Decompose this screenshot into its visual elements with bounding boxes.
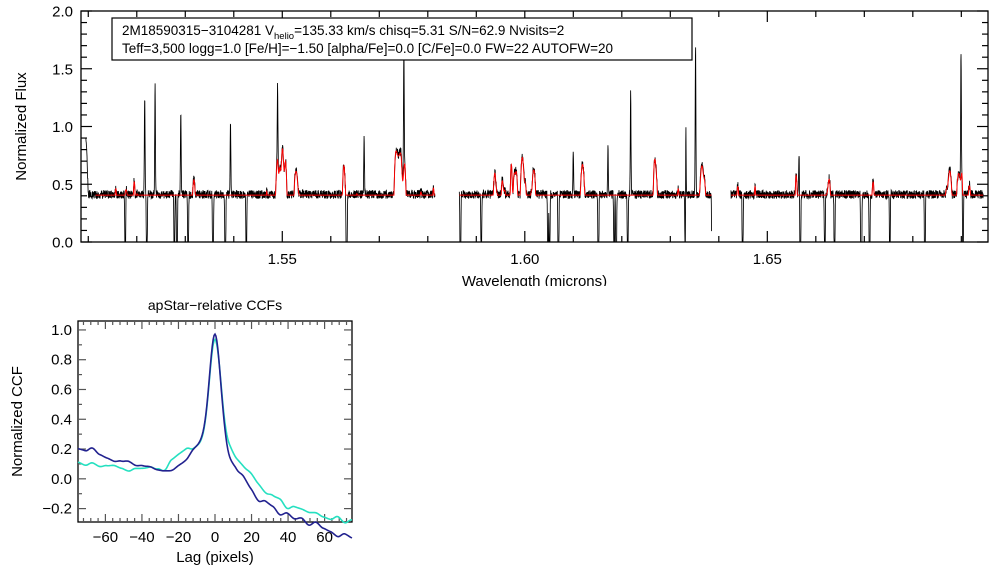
spectrum-ytick-label: 0.0 bbox=[52, 235, 73, 252]
ccf-ytick-label: 0.2 bbox=[51, 441, 72, 458]
ccf-xtick-label: 60 bbox=[316, 529, 333, 546]
spectrum-xtick-label: 1.55 bbox=[268, 251, 297, 268]
spectrum-ytick-label: 1.0 bbox=[52, 119, 73, 136]
apstar-relative-ccf-svg: apStar−relative CCFs 1.0 0.8 0.6 0.4 0.2 0.0 −0… bbox=[9, 297, 353, 566]
model-spectrum-chip-1 bbox=[95, 148, 436, 196]
ccf-xtick-label: 40 bbox=[280, 529, 297, 546]
spectrum-svg: 2.0 1.5 1.0 0.5 0.0 1.55 1.60 1.65 Wavelength (m… bbox=[13, 4, 989, 286]
ccf-xtick-label: 20 bbox=[243, 529, 260, 546]
ccf-ytick-label: 1.0 bbox=[51, 322, 72, 339]
ccf-frame bbox=[77, 320, 353, 523]
spectrum-panel: 2.0 1.5 1.0 0.5 0.0 1.55 1.60 1.65 Wavelength (m… bbox=[0, 0, 1008, 286]
observed-spectrum-chip-1 bbox=[85, 49, 436, 243]
ccf-ytick-label: 0.8 bbox=[51, 352, 72, 369]
ccf-panel-title: apStar−relative CCFs bbox=[148, 297, 282, 313]
ccf-xtick-label: −20 bbox=[166, 529, 191, 546]
ccf-yaxis-title: Normalized CCF bbox=[9, 366, 26, 477]
model-spectrum-chip-2 bbox=[459, 156, 712, 196]
annotation-line-1: 2M18590315−3104281 Vhelio=135.33 km/s ch… bbox=[122, 23, 564, 42]
spectrum-ytick-label: 0.5 bbox=[52, 177, 73, 194]
ccf-curve-visit-1 bbox=[77, 332, 353, 539]
ccf-xtick-label: 0 bbox=[211, 529, 219, 546]
ccf-ytick-label: 0.0 bbox=[51, 471, 72, 488]
ccf-xtick-label: −40 bbox=[129, 529, 154, 546]
model-spectrum-chip-3 bbox=[730, 169, 984, 196]
ccf-ytick-label: −0.2 bbox=[42, 501, 72, 518]
spectrum-xtick-label: 1.65 bbox=[753, 251, 782, 268]
spectrum-ytick-label: 1.5 bbox=[52, 61, 73, 78]
observed-spectrum-chip-2 bbox=[458, 47, 712, 243]
annotation-box bbox=[111, 17, 693, 61]
ccf-panel-synthetic: Synthetic CCFs1.00.80.60.40.20.0−0.2−200… bbox=[360, 286, 684, 576]
observed-spectrum-chip-3 bbox=[730, 54, 984, 243]
ccf-xtick-label: −60 bbox=[93, 529, 118, 546]
ccf-ytick-label: 0.4 bbox=[51, 411, 72, 428]
spectrum-yaxis-title: Normalized Flux bbox=[13, 72, 30, 181]
ccf-curve-visit-2 bbox=[77, 338, 353, 524]
ccf-panel-difference: Difference Synthetic CCFs0.100.050.00−0.… bbox=[684, 286, 1008, 576]
difference-ccf-svg: Difference Synthetic CCFs0.100.050.00−0.… bbox=[684, 286, 1008, 576]
ccf-xaxis-title: Lag (pixels) bbox=[176, 549, 254, 566]
ccf-ytick-label: 0.6 bbox=[51, 381, 72, 398]
spectrum-xtick-label: 1.60 bbox=[510, 251, 539, 268]
spectrum-ytick-label: 2.0 bbox=[52, 4, 73, 21]
annotation-line-2: Teff=3,500 logg=1.0 [Fe/H]=−1.50 [alpha/… bbox=[122, 41, 613, 56]
spectrum-xaxis-title: Wavelength (microns) bbox=[462, 273, 607, 286]
ccf-panel-apstar-relative: apStar−relative CCFs 1.0 0.8 0.6 0.4 0.2 0.0 −0… bbox=[0, 286, 360, 576]
synthetic-ccf-svg: Synthetic CCFs1.00.80.60.40.20.0−0.2−200… bbox=[360, 286, 684, 576]
